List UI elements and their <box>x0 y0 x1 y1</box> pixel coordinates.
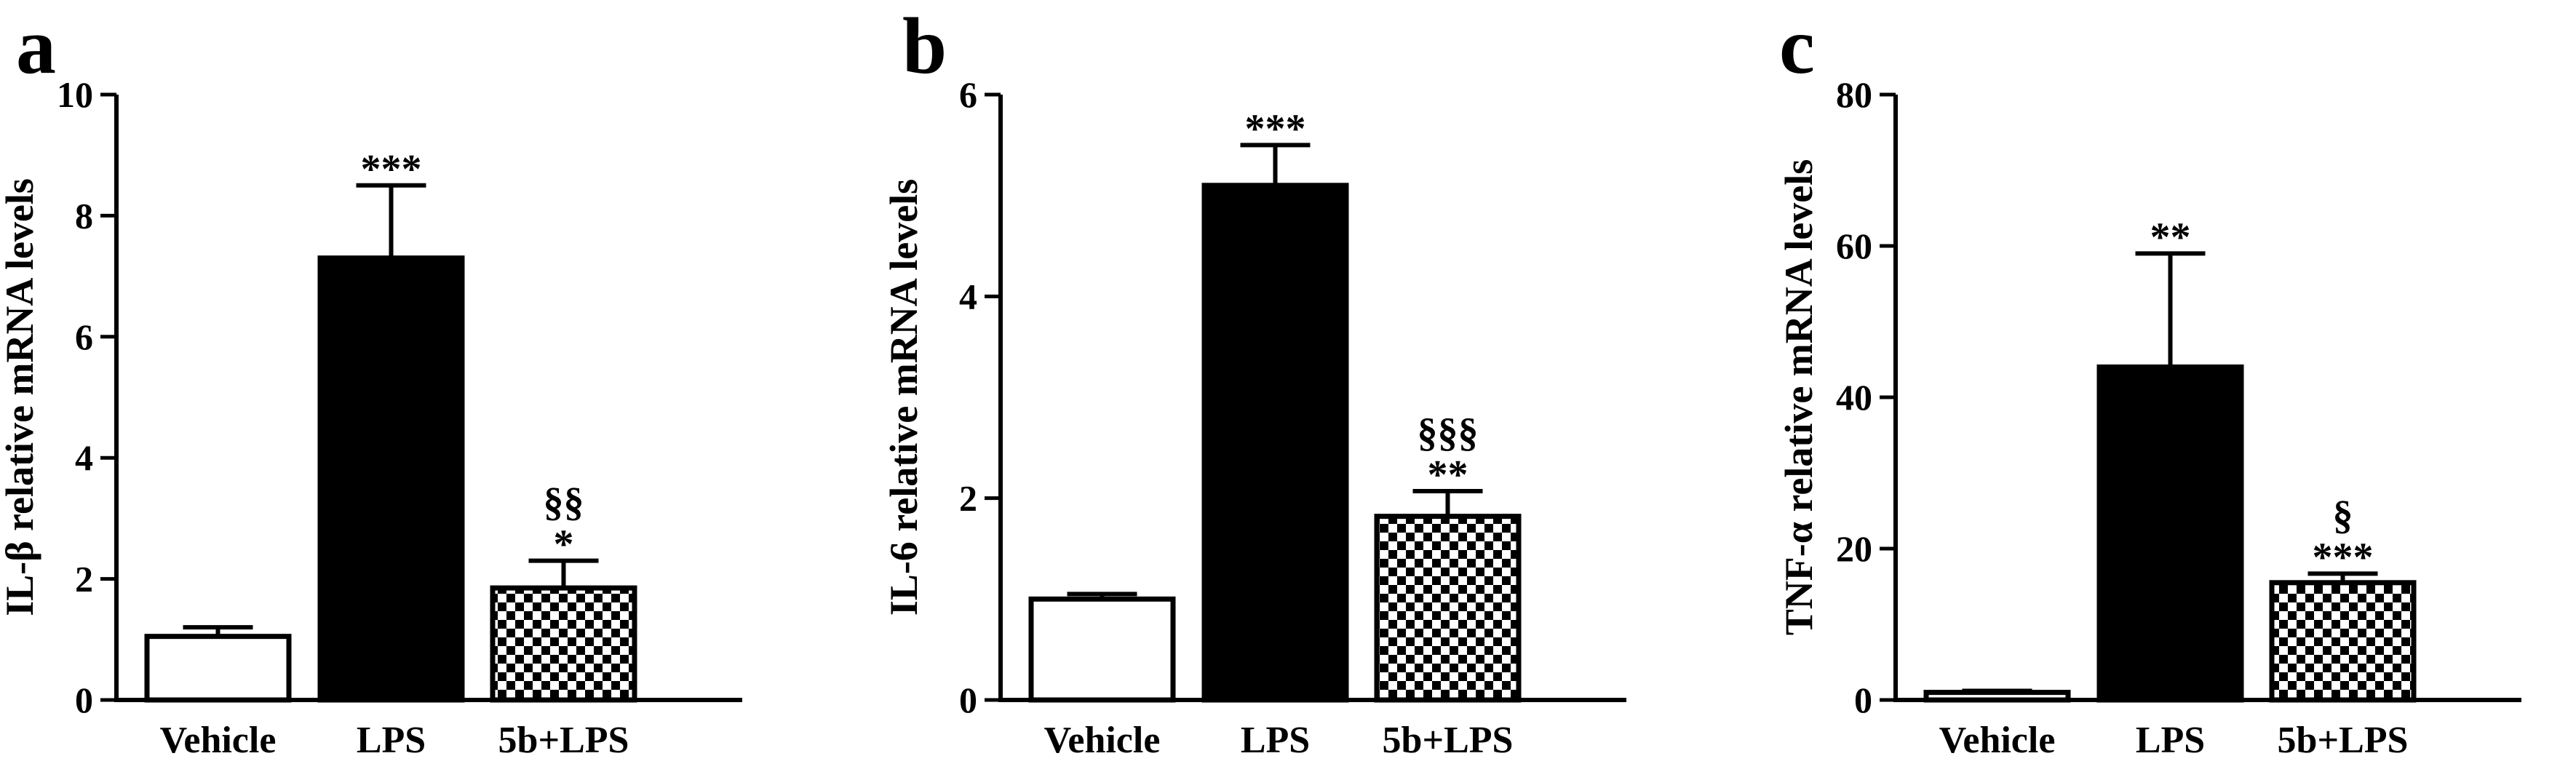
panel-letter-b: b <box>902 1 947 90</box>
category-label-a: 5b+LPS <box>498 720 629 761</box>
y-tick-label-c: 0 <box>1854 680 1872 720</box>
panel-c: c 0 20 40 60 80 TNF-α relative mRNA levels Vehi… <box>1777 1 2521 761</box>
y-axis-label-c: TNF-α relative mRNA levels <box>1777 159 1821 636</box>
section-mark-label-b: §§§ <box>1418 410 1479 455</box>
category-label-c: Vehicle <box>1939 720 2056 761</box>
category-label-c: 5b+LPS <box>2278 720 2409 761</box>
bar-b-LPS <box>1201 183 1349 703</box>
bar-c-LPS <box>2096 364 2244 703</box>
category-label-a: Vehicle <box>160 720 277 761</box>
section-mark-label-c: § <box>2333 493 2353 538</box>
bar-a-LPS <box>317 255 465 703</box>
y-tick-label-c: 80 <box>1836 74 1872 115</box>
bar-c-Vehicle <box>1923 690 2071 703</box>
significance-label-b: *** <box>1245 106 1306 151</box>
significance-label-a: * <box>554 522 574 568</box>
significance-label-c: *** <box>2313 535 2374 580</box>
panel-letter-c: c <box>1779 1 1815 90</box>
significance-label-c: ** <box>2150 215 2191 260</box>
y-tick-label-b: 0 <box>959 680 977 720</box>
y-tick-label-a: 10 <box>57 74 93 115</box>
y-tick-label-a: 0 <box>75 680 93 720</box>
panel-letter-a: a <box>16 1 56 90</box>
y-axis-label-a: IL-β relative mRNA levels <box>0 178 41 616</box>
panel-a: a 0 2 4 6 8 10 IL-β relative mRNA levels Vehicle… <box>0 1 742 761</box>
y-tick-label-b: 4 <box>959 276 977 317</box>
y-tick-label-c: 20 <box>1836 528 1872 569</box>
y-tick-label-c: 60 <box>1836 226 1872 266</box>
y-tick-label-a: 2 <box>75 559 93 600</box>
category-label-b: 5b+LPS <box>1383 720 1514 761</box>
bar-a-Vehicle <box>144 634 292 703</box>
section-mark-label-a: §§ <box>544 480 584 525</box>
y-axis-label-b: IL-6 relative mRNA levels <box>882 179 926 616</box>
bar-b-5b+LPS <box>1374 514 1522 703</box>
category-label-c: LPS <box>2136 720 2205 761</box>
bar-b-Vehicle <box>1028 596 1176 703</box>
significance-label-b: ** <box>1428 453 1468 498</box>
significance-label-a: *** <box>361 147 422 192</box>
category-label-b: Vehicle <box>1044 720 1161 761</box>
category-label-a: LPS <box>357 720 426 761</box>
y-tick-label-b: 6 <box>959 74 977 115</box>
y-tick-label-a: 8 <box>75 195 93 236</box>
y-tick-label-a: 6 <box>75 317 93 357</box>
bar-a-5b+LPS <box>490 585 637 703</box>
y-tick-label-a: 4 <box>75 437 93 478</box>
y-tick-label-c: 40 <box>1836 377 1872 418</box>
y-tick-label-b: 2 <box>959 478 977 519</box>
category-label-b: LPS <box>1241 720 1310 761</box>
bar-c-5b+LPS <box>2269 580 2417 703</box>
